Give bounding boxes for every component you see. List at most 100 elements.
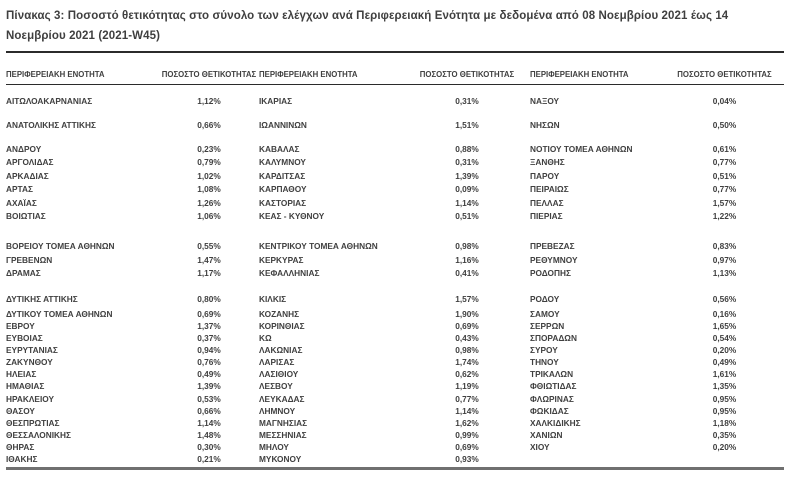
table-row: ΒΟΡΕΙΟΥ ΤΟΜΕΑ ΑΘΗΝΩΝ 0,55% ΚΕΝΤΡΙΚΟΥ ΤΟΜΕΑ… (6, 240, 784, 253)
positivity-value: 0,61% (712, 144, 737, 154)
positivity-value: 0,30% (197, 441, 221, 452)
positivity-value: 0,62% (455, 369, 479, 380)
positivity-value: 0,31% (455, 157, 479, 168)
table-row: ΗΜΑΘΙΑΣ 1,39% ΛΕΣΒΟΥ 1,19% ΦΘΙΩΤΙΔΑΣ 1,35% (6, 381, 784, 393)
positivity-value: 0,21% (197, 454, 221, 465)
positivity-value: 1,16% (455, 254, 479, 265)
positivity-value: 1,47% (197, 254, 221, 265)
region-name: ΚΙΛΚΙΣ (259, 293, 287, 304)
table-caption: Πίνακας 3: Ποσοστό θετικότητας στο σύνολ… (6, 10, 729, 42)
region-name: ΗΜΑΘΙΑΣ (6, 381, 45, 392)
positivity-value: 0,88% (455, 144, 479, 154)
positivity-value: 1,17% (197, 268, 221, 279)
column-header-region-3: ΠΕΡΙΦΕΡΕΙΑΚΗ ΕΝΟΤΗΤΑ (530, 70, 629, 79)
region-name: ΛΑΚΩΝΙΑΣ (259, 345, 303, 356)
positivity-value: 0,77% (712, 184, 737, 195)
positivity-value (665, 454, 784, 466)
region-name: ΚΟΖΑΝΗΣ (259, 308, 300, 319)
region-name: ΡΕΘΥΜΝΟΥ (530, 254, 578, 265)
table-row: ΔΡΑΜΑΣ 1,17% ΚΕΦΑΛΛΗΝΙΑΣ 0,41% ΡΟΔΟΠΗΣ 1,13% (6, 267, 784, 280)
region-name: ΘΑΣΟΥ (6, 405, 35, 416)
region-name: ΘΕΣΠΡΩΤΙΑΣ (6, 417, 60, 428)
positivity-value: 1,19% (455, 381, 479, 392)
positivity-value: 1,39% (197, 381, 221, 392)
positivity-value: 1,61% (712, 369, 737, 380)
region-name: ΚΑΣΤΟΡΙΑΣ (259, 197, 307, 208)
positivity-value: 1,26% (197, 197, 221, 208)
region-name: ΔΥΤΙΚΟΥ ΤΟΜΕΑ ΑΘΗΝΩΝ (6, 308, 113, 319)
positivity-value: 1,65% (712, 321, 737, 331)
region-name: ΡΟΔΟΠΗΣ (530, 268, 571, 279)
table-row: ΘΑΣΟΥ 0,66% ΛΗΜΝΟΥ 1,14% ΦΩΚΙΔΑΣ 0,95% (6, 406, 784, 418)
positivity-value: 1,74% (455, 357, 479, 368)
positivity-value: 0,76% (197, 357, 221, 368)
table-row: ΑΧΑΪΑΣ 1,26% ΚΑΣΤΟΡΙΑΣ 1,14% ΠΕΛΛΑΣ 1,57% (6, 197, 784, 210)
table-row: ΙΘΑΚΗΣ 0,21% ΜΥΚΟΝΟΥ 0,93% (6, 454, 784, 466)
positivity-value: 1,62% (455, 417, 479, 428)
row-group: ΑΙΤΩΛΟΑΚΑΡΝΑΝΙΑΣ 1,12% ΙΚΑΡΙΑΣ 0,31% ΝΑΞΟΥ 0,… (6, 95, 784, 132)
positivity-value: 0,93% (455, 454, 479, 465)
region-name: ΚΟΡΙΝΘΙΑΣ (259, 321, 305, 331)
region-name: ΑΝΔΡΟΥ (6, 144, 42, 154)
region-name: ΑΡΓΟΛΙΔΑΣ (6, 157, 54, 168)
region-name: ΚΕΡΚΥΡΑΣ (259, 254, 304, 265)
region-name: ΛΑΣΙΘΙΟΥ (259, 369, 299, 380)
region-name (515, 454, 665, 466)
table-row: ΕΒΡΟΥ 1,37% ΚΟΡΙΝΘΙΑΣ 0,69% ΣΕΡΡΩΝ 1,65% (6, 321, 784, 333)
positivity-value: 0,66% (197, 405, 221, 416)
positivity-value: 1,57% (712, 197, 737, 208)
positivity-value: 0,31% (455, 96, 479, 106)
region-name: ΠΙΕΡΙΑΣ (530, 210, 563, 221)
positivity-value: 0,77% (455, 393, 479, 404)
region-name: ΚΑΡΔΙΤΣΑΣ (259, 170, 306, 181)
positivity-value: 1,90% (455, 308, 479, 319)
region-name: ΛΑΡΙΣΑΣ (259, 357, 295, 368)
region-name: ΙΚΑΡΙΑΣ (259, 96, 293, 106)
region-name: ΛΕΣΒΟΥ (259, 381, 293, 392)
positivity-value: 1,37% (197, 321, 221, 331)
positivity-value: 0,20% (712, 345, 737, 356)
table-row: ΗΡΑΚΛΕΙΟΥ 0,53% ΛΕΥΚΑΔΑΣ 0,77% ΦΛΩΡΙΝΑΣ 0,95% (6, 394, 784, 406)
top-rule (6, 51, 784, 53)
positivity-value: 1,39% (455, 170, 479, 181)
positivity-value: 0,66% (197, 120, 221, 130)
positivity-value: 0,99% (455, 429, 479, 440)
region-name: ΕΒΡΟΥ (6, 321, 35, 331)
column-header-positivity-3: ΠΟΣΟΣΤΟ ΘΕΤΙΚΟΤΗΤΑΣ (677, 70, 772, 79)
positivity-value: 1,18% (712, 417, 737, 428)
positivity-value: 1,57% (455, 293, 479, 304)
region-name: ΘΕΣΣΑΛΟΝΙΚΗΣ (6, 429, 71, 440)
region-name: ΛΕΥΚΑΔΑΣ (259, 393, 305, 404)
region-name: ΠΕΛΛΑΣ (530, 197, 564, 208)
column-header-positivity-2: ΠΟΣΟΣΤΟ ΘΕΤΙΚΟΤΗΤΑΣ (419, 70, 515, 79)
region-name: ΑΡΤΑΣ (6, 184, 33, 195)
table-row: ΓΡΕΒΕΝΩΝ 1,47% ΚΕΡΚΥΡΑΣ 1,16% ΡΕΘΥΜΝΟΥ 0,97% (6, 254, 784, 267)
positivity-value: 0,50% (712, 120, 737, 130)
positivity-value: 1,14% (197, 417, 221, 428)
positivity-value: 1,06% (197, 210, 221, 221)
positivity-value: 0,20% (712, 441, 737, 452)
table-row: ΘΗΡΑΣ 0,30% ΜΗΛΟΥ 0,69% ΧΙΟΥ 0,20% (6, 442, 784, 454)
region-name: ΝΗΣΩΝ (530, 120, 560, 130)
region-name: ΠΡΕΒΕΖΑΣ (530, 241, 575, 252)
region-name: ΒΟΙΩΤΙΑΣ (6, 210, 46, 221)
positivity-value: 0,41% (455, 268, 479, 279)
region-name: ΞΑΝΘΗΣ (530, 157, 565, 168)
region-name: ΤΡΙΚΑΛΩΝ (530, 369, 574, 380)
region-name: ΘΗΡΑΣ (6, 441, 35, 452)
positivity-value: 0,23% (197, 144, 221, 154)
positivity-value: 1,08% (197, 184, 221, 195)
table-row: ΑΡΤΑΣ 1,08% ΚΑΡΠΑΘΟΥ 0,09% ΠΕΙΡΑΙΩΣ 0,77% (6, 183, 784, 196)
table-row: ΑΝΔΡΟΥ 0,23% ΚΑΒΑΛΑΣ 0,88% ΝΟΤΙΟΥ ΤΟΜΕΑ ΑΘΗΝ… (6, 143, 784, 156)
table-header-row: ΠΕΡΙΦΕΡΕΙΑΚΗ ΕΝΟΤΗΤΑ ΠΟΣΟΣΤΟ ΘΕΤΙΚΟΤΗΤΑΣ… (6, 70, 784, 85)
column-header-region-1: ΠΕΡΙΦΕΡΕΙΑΚΗ ΕΝΟΤΗΤΑ (6, 70, 105, 79)
positivity-value: 0,49% (197, 369, 221, 380)
positivity-value: 0,56% (712, 293, 737, 304)
positivity-value: 0,35% (712, 429, 737, 440)
positivity-value: 0,49% (712, 357, 737, 368)
table-row: ΗΛΕΙΑΣ 0,49% ΛΑΣΙΘΙΟΥ 0,62% ΤΡΙΚΑΛΩΝ 1,61% (6, 369, 784, 381)
table-row: ΔΥΤΙΚΗΣ ΑΤΤΙΚΗΣ 0,80% ΚΙΛΚΙΣ 1,57% ΡΟΔΟΥ 0,56… (6, 293, 784, 306)
row-group: ΒΟΡΕΙΟΥ ΤΟΜΕΑ ΑΘΗΝΩΝ 0,55% ΚΕΝΤΡΙΚΟΥ ΤΟΜΕΑ… (6, 240, 784, 280)
positivity-value: 0,43% (455, 333, 479, 344)
region-name: ΚΕΑΣ - ΚΥΘΝΟΥ (259, 210, 325, 221)
